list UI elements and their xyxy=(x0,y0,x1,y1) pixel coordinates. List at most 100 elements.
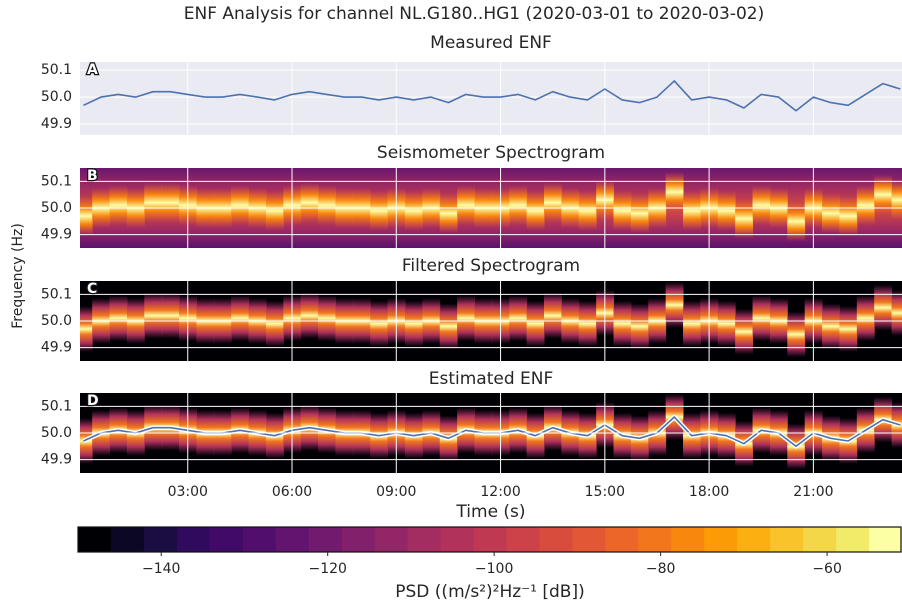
panel-letter: A xyxy=(87,62,98,78)
spectrogram-band xyxy=(144,292,163,339)
spectrogram-band xyxy=(874,284,893,331)
spectrogram-band xyxy=(370,300,389,347)
y-tick-label: 49.9 xyxy=(41,227,72,243)
spectrogram-band xyxy=(300,292,319,339)
panel-data xyxy=(80,393,902,473)
colorbar-segment xyxy=(242,527,277,552)
spectrogram-band xyxy=(80,306,93,352)
spectrogram-band xyxy=(544,292,562,339)
panel-letter: D xyxy=(87,393,99,409)
y-tick-label: 50.0 xyxy=(41,200,72,216)
colorbar-segment xyxy=(638,527,672,552)
colorbar-tick-label: −120 xyxy=(308,561,346,577)
spectrogram-band xyxy=(578,300,597,347)
colorbar-frame xyxy=(77,526,902,553)
colorbar-tick-label: −100 xyxy=(475,561,513,577)
spectrogram-band xyxy=(822,303,840,350)
panel-title: Seismometer Spectrogram xyxy=(377,143,605,163)
enf-line xyxy=(83,80,901,112)
colorbar-segment xyxy=(506,527,540,552)
colorbar-segment xyxy=(209,527,244,552)
panel xyxy=(80,62,902,135)
spectrogram-band xyxy=(717,190,736,231)
spectrogram-band xyxy=(161,182,180,223)
spectrogram-band xyxy=(752,185,771,226)
spectrogram-band xyxy=(231,185,250,226)
spectrogram-band xyxy=(318,295,336,342)
spectrogram-band xyxy=(891,290,902,336)
colorbar-segment xyxy=(473,527,507,552)
colorbar-segment xyxy=(78,527,112,552)
spectrogram-band xyxy=(526,300,545,347)
y-tick-label: 50.0 xyxy=(41,425,72,441)
colorbar-segment xyxy=(836,527,870,552)
y-tick-label: 50.0 xyxy=(41,89,72,105)
colorbar-segment xyxy=(539,527,573,552)
y-tick-label: 50.0 xyxy=(41,313,72,329)
spectrogram-band xyxy=(509,185,528,226)
colorbar-segment xyxy=(737,527,771,552)
x-tick-label: 09:00 xyxy=(376,484,416,500)
spectrogram-band xyxy=(874,174,893,215)
spectrogram-band xyxy=(822,193,840,234)
colorbar-segment xyxy=(110,527,145,552)
spectrogram-band xyxy=(752,295,771,342)
colorbar-segment xyxy=(374,527,409,552)
spectrogram-band xyxy=(439,193,458,234)
spectrogram-band xyxy=(787,201,806,242)
colorbar-segment xyxy=(143,527,178,552)
y-tick-label: 50.1 xyxy=(41,62,72,78)
spectrogram-band xyxy=(265,300,284,347)
colorbar-segment xyxy=(803,527,837,552)
y-tick-label: 49.9 xyxy=(41,340,72,356)
x-axis-label: Time (s) xyxy=(455,502,525,522)
x-tick-label: 21:00 xyxy=(793,484,833,500)
spectrogram-band xyxy=(613,300,632,347)
spectrogram-band xyxy=(370,190,389,231)
spectrogram-band xyxy=(109,295,128,342)
spectrogram-band xyxy=(839,306,858,352)
colorbar-tick-label: −80 xyxy=(646,561,676,577)
y-axis-label: Frequency (Hz) xyxy=(10,223,26,329)
spectrogram-band xyxy=(856,185,875,226)
spectrogram-band xyxy=(839,196,858,236)
chart-title: ENF Analysis for channel NL.G180..HG1 (2… xyxy=(184,4,764,24)
spectrogram-band xyxy=(630,303,649,350)
colorbar-segment xyxy=(341,527,376,552)
x-tick-label: 18:00 xyxy=(689,484,729,500)
spectrogram-band xyxy=(717,300,736,347)
panel-background xyxy=(80,62,902,135)
y-tick-label: 50.1 xyxy=(41,398,72,414)
colorbar-tick-label: −140 xyxy=(142,561,180,577)
spectrogram-band xyxy=(457,295,475,342)
panel-data xyxy=(83,80,901,112)
spectrogram-band xyxy=(735,308,754,355)
colorbar-tick-label: −60 xyxy=(812,561,842,577)
spectrogram-band xyxy=(683,190,701,231)
colorbar-segment xyxy=(869,527,902,552)
colorbar-segment xyxy=(176,527,211,552)
spectrogram-band xyxy=(457,185,475,226)
spectrogram-band xyxy=(578,190,597,231)
colorbar-segment xyxy=(275,527,310,552)
colorbar-segment xyxy=(704,527,738,552)
x-tick-label: 15:00 xyxy=(585,484,625,500)
spectrogram-band xyxy=(439,303,458,350)
spectrogram-band xyxy=(630,193,649,234)
spectrogram-band xyxy=(665,172,684,212)
panel-data xyxy=(80,168,902,248)
panel-letter: B xyxy=(87,168,98,184)
spectrogram-band xyxy=(787,311,806,358)
spectrogram-band xyxy=(526,190,545,231)
spectrogram-band xyxy=(80,196,93,236)
y-tick-label: 49.9 xyxy=(41,116,72,132)
spectrogram-band xyxy=(265,190,284,231)
x-tick-label: 06:00 xyxy=(272,484,312,500)
spectrogram-band xyxy=(161,292,180,339)
spectrogram-band xyxy=(231,295,250,342)
y-tick-label: 50.1 xyxy=(41,286,72,302)
spectrogram-band xyxy=(856,295,875,342)
spectrogram-band xyxy=(509,295,528,342)
